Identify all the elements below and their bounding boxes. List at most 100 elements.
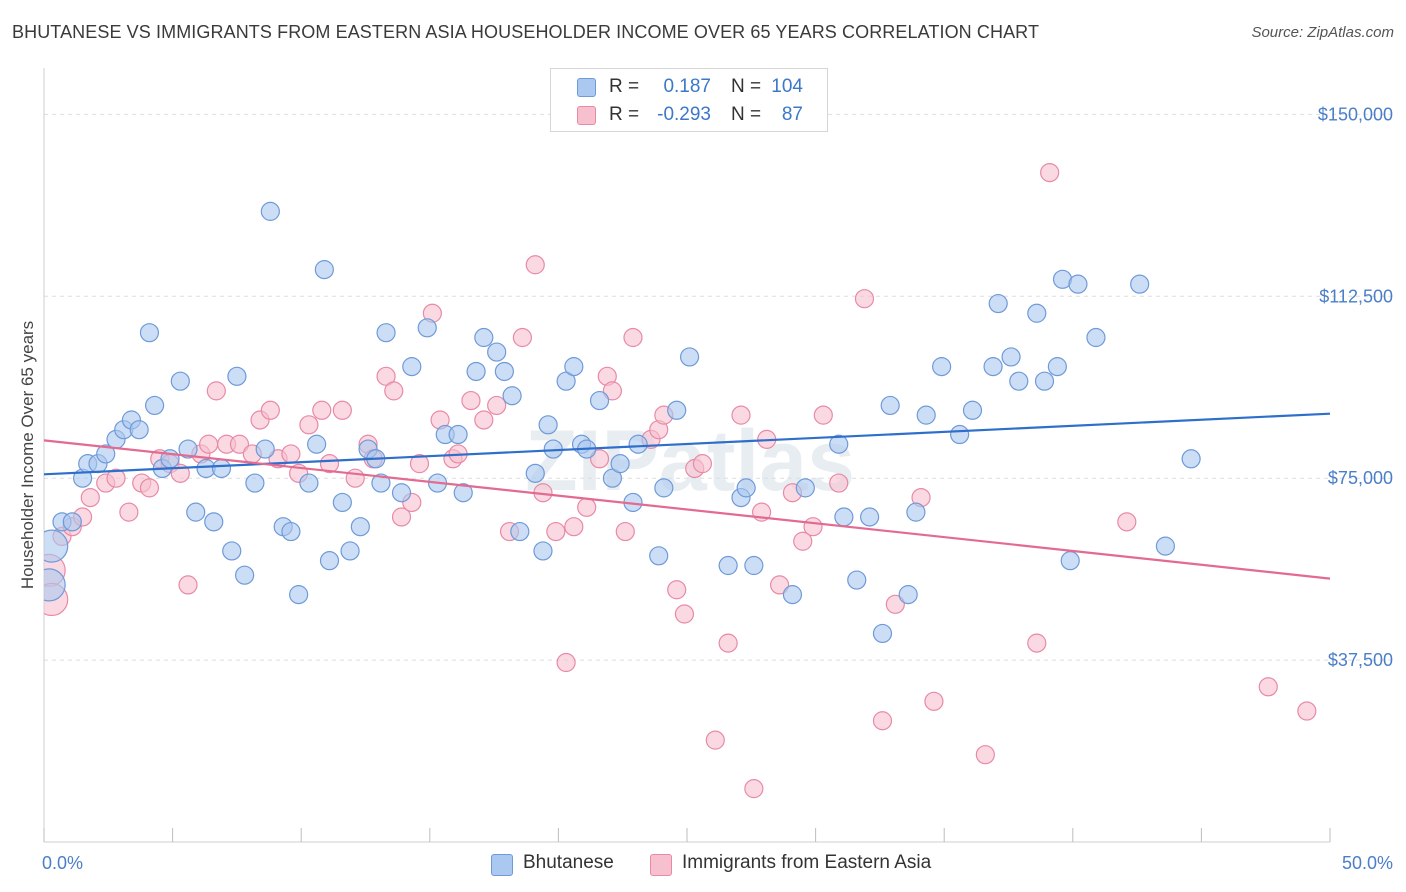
immigrants-point — [731, 405, 751, 425]
immigrants-point — [803, 517, 823, 537]
bhutanese-point — [510, 521, 530, 542]
immigrants-point — [813, 405, 833, 425]
immigrants-point — [319, 454, 340, 474]
immigrants-point — [793, 531, 813, 551]
immigrants-point — [461, 390, 481, 411]
immigrants-point — [667, 580, 687, 600]
bhutanese-point — [139, 323, 160, 343]
legend-swatch-bhutanese — [577, 78, 596, 97]
bhutanese-point — [1047, 357, 1067, 377]
bhutanese-point — [376, 323, 396, 343]
bhutanese-point — [1060, 551, 1080, 571]
immigrants-point — [589, 449, 610, 469]
y-axis-label: Householder Income Over 65 years — [18, 321, 37, 589]
bhutanese-point — [610, 454, 630, 474]
legend-r-label: R = — [609, 76, 640, 97]
immigrants-point — [1040, 162, 1060, 183]
y-tick-labels: $37,500 $75,000 $112,500 $150,000 — [1318, 104, 1393, 670]
bhutanese-point — [466, 361, 486, 382]
legend-r-value: 0.187 — [663, 76, 711, 97]
bhutanese-point — [186, 502, 206, 522]
bhutanese-point — [649, 546, 669, 566]
series-immigrants-points — [44, 162, 1317, 799]
immigrants-point — [474, 410, 494, 430]
immigrants-point — [718, 633, 738, 653]
bhutanese-point — [227, 366, 247, 386]
immigrants-point — [623, 327, 643, 348]
immigrants-point — [975, 745, 995, 765]
bhutanese-point — [487, 342, 507, 362]
legend-r-label: R = — [609, 104, 640, 125]
bhutanese-point — [129, 420, 149, 440]
bhutanese-point — [350, 517, 370, 537]
bhutanese-point — [1027, 303, 1047, 323]
bhutanese-point — [906, 502, 926, 522]
bhutanese-point — [96, 444, 116, 464]
bhutanese-point — [880, 395, 900, 416]
bhutanese-point — [628, 434, 648, 454]
bhutanese-point — [744, 555, 764, 576]
bhutanese-point — [679, 347, 700, 367]
immigrants-point — [345, 468, 365, 488]
bhutanese-point — [654, 478, 674, 498]
trend-lines — [43, 412, 1331, 580]
bhutanese-point — [1086, 327, 1106, 348]
bhutanese-point — [332, 492, 352, 513]
legend-swatch-immigrants — [650, 854, 672, 876]
bhutanese-point — [872, 623, 893, 644]
bhutanese-point — [860, 507, 880, 527]
immigrants-point — [384, 381, 404, 401]
immigrants-point — [312, 400, 332, 420]
bhutanese-point — [281, 521, 301, 542]
immigrants-point — [556, 652, 576, 673]
immigrants-point — [299, 415, 319, 435]
bhutanese-point — [829, 434, 849, 454]
series-bhutanese-points — [44, 201, 1201, 644]
immigrants-point — [260, 400, 280, 420]
legend-n-label: N = — [731, 76, 762, 97]
immigrants-point — [564, 517, 584, 537]
bhutanese-point — [299, 473, 319, 493]
immigrants-point — [1027, 633, 1047, 653]
bhutanese-point — [453, 483, 473, 503]
bhutanese-point — [589, 390, 610, 411]
bhutanese-point — [204, 512, 224, 532]
bhutanese-point — [916, 405, 936, 425]
bhutanese-point — [494, 361, 514, 382]
bhutanese-point — [538, 415, 558, 435]
x-tick-label-min: 0.0% — [42, 853, 83, 873]
immigrants-point — [525, 255, 545, 275]
bhutanese-point — [417, 318, 437, 338]
bhutanese-point — [898, 585, 918, 605]
immigrants-point — [332, 400, 352, 420]
immigrants-point — [577, 497, 597, 517]
immigrants-point — [106, 468, 126, 488]
bhutanese-point — [950, 424, 970, 445]
source-credit: Source: ZipAtlas.com — [1251, 24, 1394, 41]
bhutanese-point — [718, 555, 738, 576]
immigrants-point — [546, 521, 566, 542]
legend-row-immigrants: R = -0.293 N = 87 — [551, 101, 827, 129]
legend-swatch-immigrants — [577, 106, 596, 125]
bhutanese-point — [1155, 536, 1175, 556]
immigrants-point — [924, 691, 944, 711]
correlation-legend: R = 0.187 N = 104 R = -0.293 N = 87 — [550, 68, 828, 132]
immigrants-point — [119, 502, 139, 522]
immigrants-point — [512, 327, 532, 348]
immigrants-point — [1117, 512, 1137, 532]
legend-n-value: 87 — [781, 104, 803, 125]
chart-title: BHUTANESE VS IMMIGRANTS FROM EASTERN ASI… — [12, 22, 1040, 42]
y-tick-label: $75,000 — [1328, 468, 1393, 488]
bhutanese-point — [795, 478, 815, 498]
immigrants-point — [206, 381, 226, 401]
y-tick-label: $37,500 — [1328, 650, 1393, 670]
bhutanese-point — [314, 260, 334, 280]
bhutanese-point — [564, 357, 584, 377]
x-tick-label-max: 50.0% — [1342, 853, 1393, 873]
immigrants-point — [744, 779, 764, 799]
bhutanese-point — [144, 395, 165, 416]
legend-n-value: 104 — [771, 76, 803, 97]
bhutanese-point — [1034, 371, 1055, 391]
immigrants-point — [705, 730, 725, 750]
